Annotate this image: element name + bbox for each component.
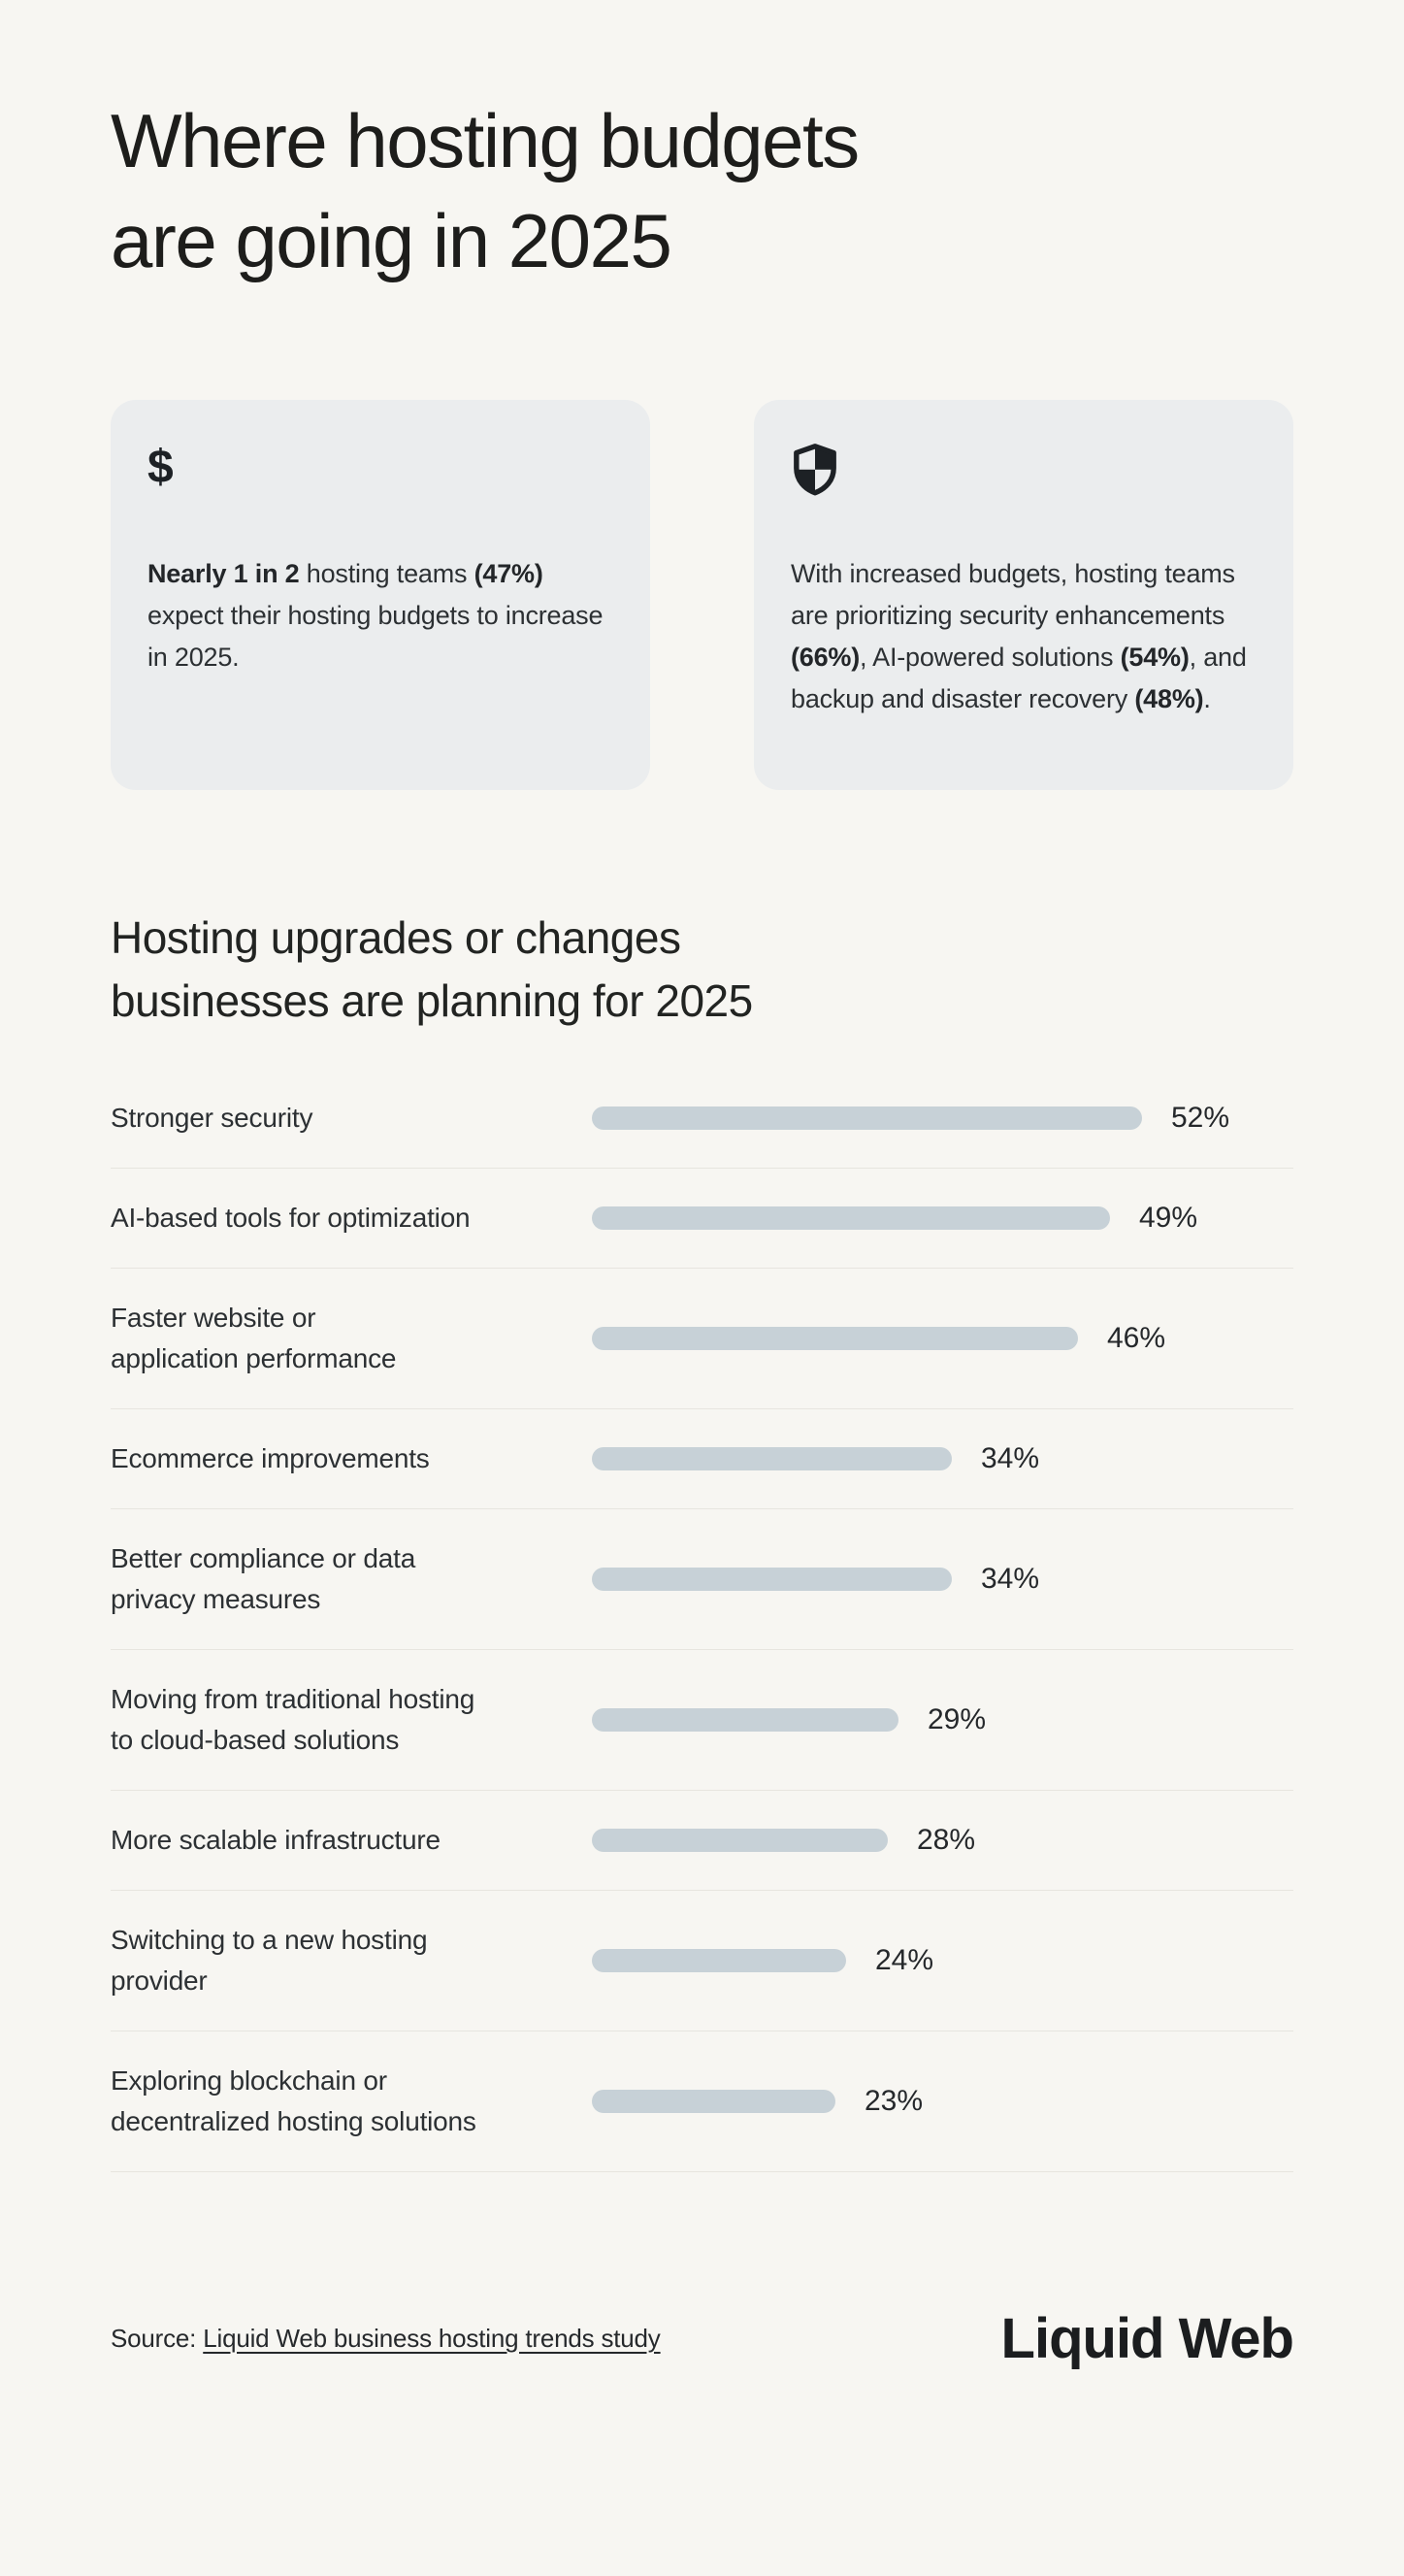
budget-increase-card: $ Nearly 1 in 2 hosting teams (47%) expe… <box>111 399 650 790</box>
bar-zone: 29% <box>592 1703 986 1736</box>
footer: Source: Liquid Web business hosting tren… <box>111 2306 1294 2371</box>
bar-label: Faster website or application performanc… <box>111 1302 397 1373</box>
bar-row: Faster website or application performanc… <box>111 1269 1293 1409</box>
chart-title-line-2: businesses are planning for 2025 <box>111 975 753 1027</box>
bar-label: More scalable infrastructure <box>111 1824 441 1855</box>
bar-value: 34% <box>981 1562 1040 1595</box>
bar-value: 29% <box>928 1702 987 1735</box>
priorities-card: With increased budgets, hosting teams ar… <box>754 399 1293 790</box>
bar-row: Stronger security 52% <box>111 1069 1293 1169</box>
bar-row: Exploring blockchain or decentralized ho… <box>111 2031 1293 2172</box>
page-title: Where hosting budgets are going in 2025 <box>111 91 1293 291</box>
bar-value: 28% <box>917 1823 976 1856</box>
bar-label: Moving from traditional hosting to cloud… <box>111 1683 475 1755</box>
bar-row: Better compliance or data privacy measur… <box>111 1509 1293 1650</box>
bar-label: Ecommerce improvements <box>111 1442 430 1473</box>
bar <box>592 1828 888 1852</box>
bar-value: 34% <box>981 1441 1040 1474</box>
budget-increase-text: Nearly 1 in 2 hosting teams (47%) expect… <box>147 558 604 673</box>
shield-icon <box>791 443 839 502</box>
bar-zone: 23% <box>592 2085 923 2118</box>
bar-chart: Stronger security 52% AI-based tools for o… <box>111 1069 1293 2172</box>
bar-zone: 49% <box>592 1202 1197 1235</box>
liquidweb-logo: Liquid Web <box>1000 2306 1294 2370</box>
bar <box>592 2089 835 2113</box>
bar-zone: 46% <box>592 1322 1165 1355</box>
bar <box>592 1205 1110 1230</box>
bar <box>592 1567 952 1591</box>
bar-zone: 52% <box>592 1102 1229 1135</box>
bar-label: Better compliance or data privacy measur… <box>111 1542 416 1614</box>
bar <box>592 1326 1078 1350</box>
bar-value: 23% <box>865 2084 924 2117</box>
dollar-icon: $ <box>147 441 174 493</box>
bar <box>592 1948 846 1972</box>
bar-zone: 34% <box>592 1563 1039 1596</box>
bar-label: Exploring blockchain or decentralized ho… <box>111 2064 476 2136</box>
chart-title-line-1: Hosting upgrades or changes <box>111 911 681 963</box>
source-link[interactable]: Liquid Web business hosting trends study <box>203 2323 661 2353</box>
bar-label: Switching to a new hosting provider <box>111 1924 428 1996</box>
chart-title: Hosting upgrades or changes businesses a… <box>111 907 1293 1034</box>
card-icon-row: $ <box>147 441 613 499</box>
bar-zone: 24% <box>592 1944 933 1977</box>
bar-value: 49% <box>1139 1201 1198 1234</box>
stat-cards: $ Nearly 1 in 2 hosting teams (47%) expe… <box>111 399 1293 790</box>
source-line: Source: Liquid Web business hosting tren… <box>111 2324 661 2354</box>
bar-label: AI-based tools for optimization <box>111 1202 471 1233</box>
page-title-line-2: are going in 2025 <box>111 197 672 283</box>
bar-value: 46% <box>1107 1321 1166 1354</box>
page-title-line-1: Where hosting budgets <box>111 98 860 183</box>
bar-value: 24% <box>875 1943 934 1976</box>
bar-value: 52% <box>1171 1101 1230 1134</box>
source-prefix: Source: <box>111 2323 204 2353</box>
priorities-text: With increased budgets, hosting teams ar… <box>791 558 1247 714</box>
bar <box>592 1446 952 1470</box>
bar <box>592 1106 1142 1130</box>
bar-row: More scalable infrastructure 28% <box>111 1791 1293 1891</box>
bar-label: Stronger security <box>111 1102 313 1133</box>
bar-row: Switching to a new hosting provider 24% <box>111 1891 1293 2031</box>
bar-zone: 34% <box>592 1442 1039 1475</box>
bar-zone: 28% <box>592 1824 975 1857</box>
bar-row: Moving from traditional hosting to cloud… <box>111 1650 1293 1791</box>
card-icon-row <box>791 443 1257 499</box>
bar-row: AI-based tools for optimization 49% <box>111 1169 1293 1269</box>
bar-row: Ecommerce improvements 34% <box>111 1409 1293 1509</box>
bar <box>592 1707 898 1732</box>
infographic-page: Where hosting budgets are going in 2025 … <box>0 91 1404 2371</box>
